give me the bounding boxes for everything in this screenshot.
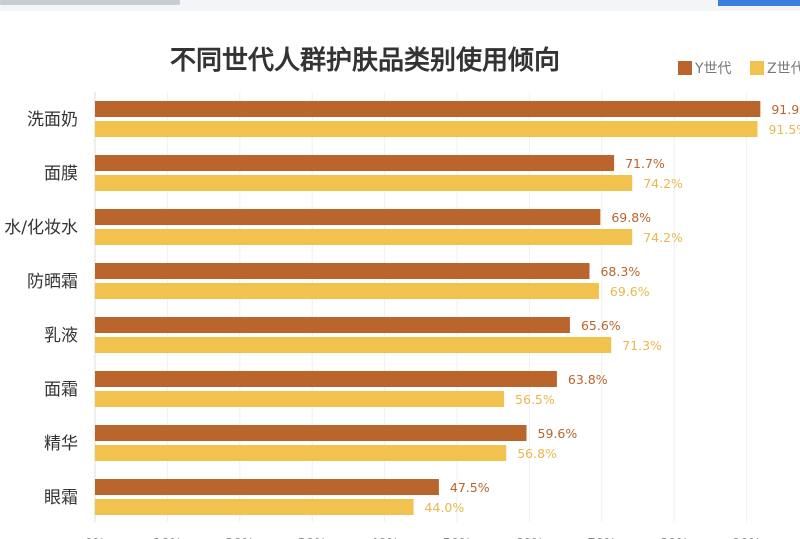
category-label: 洗面奶 (27, 110, 78, 130)
toolbar-button[interactable] (718, 0, 800, 6)
data-label: 69.6% (610, 284, 650, 299)
data-label: 56.5% (515, 392, 555, 407)
x-tick-label: 30% (298, 537, 327, 539)
x-tick-label: 90% (732, 537, 761, 539)
data-label: 65.6% (581, 318, 621, 333)
legend-item-z[interactable]: Z世代 (750, 61, 800, 77)
toolbar-text (0, 0, 180, 5)
x-tick-label: 70% (587, 537, 616, 539)
category-label: 眼霜 (44, 488, 78, 508)
x-tick-label: 80% (660, 537, 689, 539)
bar-z (95, 499, 414, 515)
data-label: 47.5% (450, 480, 490, 495)
category-label: 精华 (44, 434, 78, 454)
category-label: 面霜 (44, 380, 78, 400)
legend: Y世代 Z世代 (678, 58, 800, 78)
bar-z (95, 391, 505, 407)
data-label: 74.2% (643, 230, 683, 245)
x-tick-label: 50% (443, 537, 472, 539)
bar-y (95, 155, 615, 171)
data-label: 91.9% (771, 102, 800, 117)
bar-z (95, 229, 633, 245)
bar-y (95, 263, 590, 279)
bar-y (95, 209, 601, 225)
category-label: 乳液 (44, 326, 78, 346)
bar-z (95, 337, 612, 353)
bar-y (95, 479, 439, 495)
x-tick-label: 40% (370, 537, 399, 539)
data-label: 69.8% (611, 210, 651, 225)
data-label: 68.3% (600, 264, 640, 279)
chart-title: 不同世代人群护肤品类别使用倾向 (169, 46, 560, 76)
bar-y (95, 371, 557, 387)
data-label: 56.8% (517, 446, 557, 461)
data-label: 63.8% (568, 372, 608, 387)
data-label: 71.7% (625, 156, 665, 171)
bar-z (95, 175, 633, 191)
bar-z (95, 283, 599, 299)
bar-y (95, 425, 527, 441)
legend-item-y[interactable]: Y世代 (678, 61, 732, 77)
bar-y (95, 317, 570, 333)
x-tick-label: 0% (85, 537, 106, 539)
legend-swatch-z (750, 61, 765, 75)
category-label: 面膜 (44, 164, 78, 184)
bar-z (95, 445, 507, 461)
category-label: 防晒霜 (27, 272, 78, 292)
data-label: 91.5% (768, 122, 800, 137)
x-tick-label: 20% (225, 537, 254, 539)
bar-z (95, 121, 758, 137)
top-toolbar (0, 0, 800, 11)
data-label: 74.2% (643, 176, 683, 191)
data-label: 59.6% (538, 426, 578, 441)
x-tick-label: 10% (153, 537, 182, 539)
x-tick-label: 60% (515, 537, 544, 539)
legend-swatch-y (678, 61, 692, 75)
category-label: 水/化妆水 (4, 218, 78, 238)
bar-y (95, 101, 761, 117)
data-label: 71.3% (622, 338, 662, 353)
data-label: 44.0% (425, 500, 465, 515)
